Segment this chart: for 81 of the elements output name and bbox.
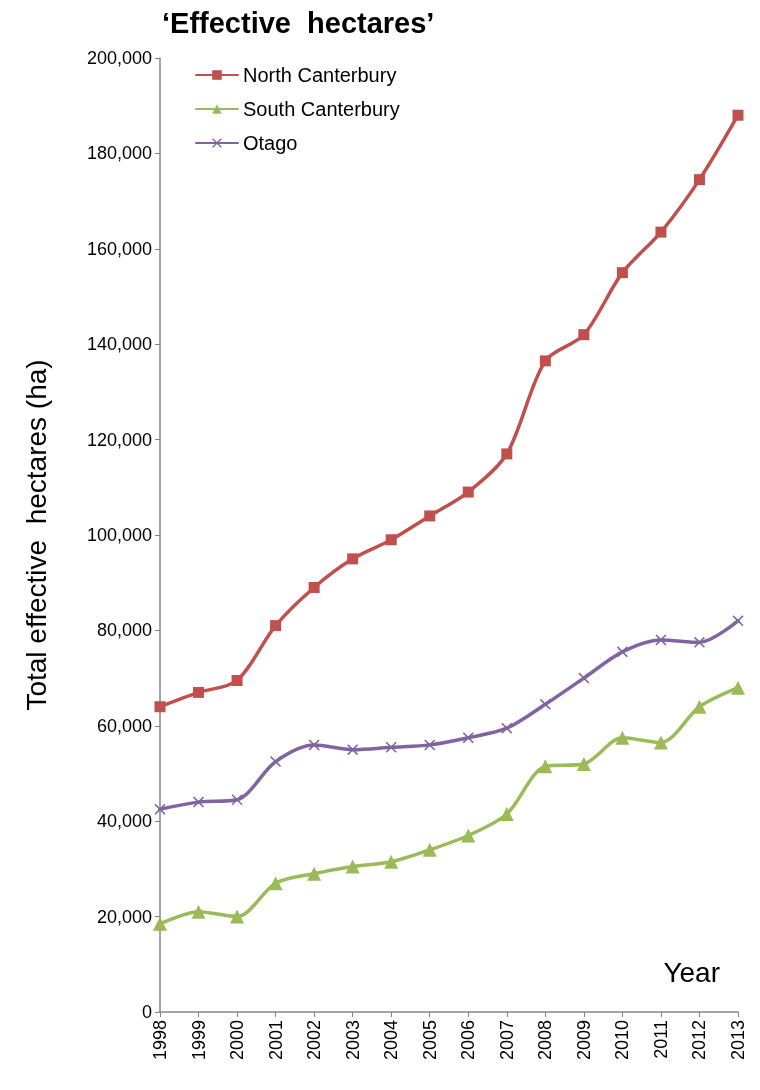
point <box>615 730 630 745</box>
point <box>616 646 628 658</box>
y-tick-label: 0 <box>141 1002 152 1022</box>
x-tick-label: 2008 <box>535 1020 556 1061</box>
x-tick-label: 2012 <box>689 1020 710 1061</box>
point <box>578 329 590 341</box>
point <box>693 174 705 186</box>
point <box>501 722 513 734</box>
legend-label: North Canterbury <box>243 64 397 86</box>
y-tick-label: 200,000 <box>86 48 152 68</box>
point <box>270 620 282 632</box>
x-axis-title: Year <box>663 956 720 988</box>
point <box>655 634 667 646</box>
point <box>424 739 436 751</box>
y-tick-label: 100,000 <box>86 525 152 545</box>
x-tick-label: 2007 <box>496 1020 517 1061</box>
x-tick-label: 2011 <box>650 1020 671 1059</box>
point <box>154 701 166 713</box>
x-tick-label: 2013 <box>728 1020 748 1061</box>
point <box>385 534 397 546</box>
point <box>655 226 667 238</box>
point <box>538 759 553 774</box>
point <box>231 794 243 806</box>
point <box>308 581 320 593</box>
point <box>462 486 474 498</box>
point <box>693 636 705 648</box>
x-tick-label: 2005 <box>419 1020 440 1061</box>
point <box>307 866 322 881</box>
y-tick-label: 180,000 <box>86 143 152 164</box>
x-tick-label: 2001 <box>265 1020 286 1061</box>
y-tick-label: 140,000 <box>86 334 152 355</box>
y-axis-title: Total effective hectares (ha) <box>20 359 52 711</box>
point <box>422 842 437 857</box>
x-tick-label: 2000 <box>227 1020 248 1061</box>
legend-label: South Canterbury <box>243 98 400 120</box>
point <box>692 699 707 714</box>
y-tick-label: 80,000 <box>96 620 152 641</box>
point <box>462 732 474 744</box>
point <box>231 674 243 686</box>
point <box>616 267 628 279</box>
point <box>384 854 399 869</box>
x-tick-label: 2002 <box>304 1020 325 1061</box>
point <box>539 355 551 367</box>
x-tick-label: 1999 <box>188 1020 209 1061</box>
x-tick-label: 2009 <box>573 1020 594 1061</box>
point <box>268 876 283 891</box>
point <box>731 680 745 695</box>
point <box>230 909 245 924</box>
point <box>154 803 166 815</box>
point <box>385 741 397 753</box>
point <box>193 796 205 808</box>
point <box>539 698 551 710</box>
point <box>347 553 359 565</box>
point <box>270 756 282 768</box>
point <box>732 615 744 627</box>
point <box>191 904 206 919</box>
point <box>732 109 744 121</box>
x-tick-label: 2004 <box>381 1020 402 1061</box>
point <box>501 448 513 460</box>
y-tick-label: 120,000 <box>86 429 152 450</box>
point <box>345 859 360 874</box>
point <box>347 744 359 756</box>
y-tick-label: 60,000 <box>96 715 152 736</box>
y-tick-label: 160,000 <box>86 238 152 259</box>
point <box>424 510 436 522</box>
y-tick-label: 20,000 <box>96 906 152 927</box>
point <box>153 916 167 931</box>
point <box>461 828 476 843</box>
x-tick-label: 1998 <box>150 1020 170 1061</box>
y-tick-label: 40,000 <box>96 811 152 832</box>
point <box>576 756 591 771</box>
chart-title: ‘Effective hectares’ <box>162 6 435 39</box>
point <box>653 735 668 750</box>
point <box>193 686 205 698</box>
x-tick-label: 2003 <box>342 1020 363 1061</box>
x-tick-label: 2006 <box>458 1020 479 1061</box>
legend-label: Otago <box>243 132 298 154</box>
point <box>578 672 590 684</box>
point <box>499 807 514 822</box>
point <box>308 739 320 751</box>
x-tick-label: 2010 <box>612 1020 633 1061</box>
